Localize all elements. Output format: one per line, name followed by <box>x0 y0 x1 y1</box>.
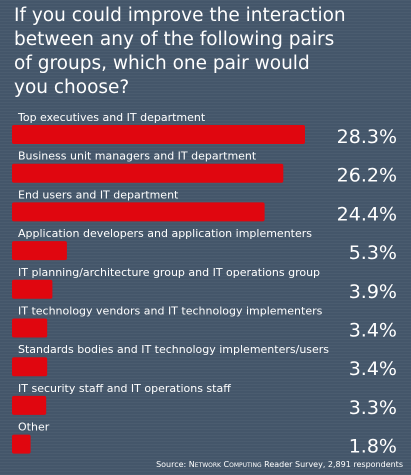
value-label-end-users-and-it-department: 24.4% <box>337 203 397 225</box>
category-label-application-developers-and-application-implementers: Application developers and application i… <box>18 227 312 240</box>
category-label-end-users-and-it-department: End users and IT department <box>18 188 179 201</box>
value-label-it-security-staff-and-it-operations-staff: 3.3% <box>349 397 397 419</box>
category-label-it-planning-architecture-group-and-it-operations-group: IT planning/architecture group and IT op… <box>18 266 320 279</box>
chart-title-line-1: If you could improve the interaction <box>14 5 346 26</box>
source-note: Source: Network Computing Reader Survey,… <box>156 460 403 469</box>
category-label-business-unit-managers-and-it-department: Business unit managers and IT department <box>18 150 257 163</box>
bar-standards-bodies-and-it-technology-implementers-users <box>12 357 48 377</box>
category-label-it-technology-vendors-and-it-technology-implementers: IT technology vendors and IT technology … <box>18 305 323 318</box>
value-label-business-unit-managers-and-it-department: 26.2% <box>337 165 397 187</box>
value-label-it-technology-vendors-and-it-technology-implementers: 3.4% <box>349 320 397 342</box>
bar-top-executives-and-it-department <box>12 125 305 144</box>
bar-it-technology-vendors-and-it-technology-implementers <box>12 318 48 338</box>
value-label-it-planning-architecture-group-and-it-operations-group: 3.9% <box>349 281 397 303</box>
value-label-application-developers-and-application-implementers: 5.3% <box>349 242 397 264</box>
chart-title-line-4: you choose? <box>14 77 130 98</box>
source-suffix: Reader Survey, 2,891 respondents <box>261 460 403 469</box>
chart-title-line-3: of groups, which one pair would <box>14 53 310 74</box>
source-publication: Network Computing <box>188 460 262 469</box>
value-label-other: 1.8% <box>349 436 397 458</box>
bar-it-planning-architecture-group-and-it-operations-group <box>12 279 53 299</box>
bar-other <box>12 434 31 454</box>
bar-end-users-and-it-department <box>12 202 265 222</box>
chart-title-line-2: between any of the following pairs <box>14 29 335 50</box>
category-label-it-security-staff-and-it-operations-staff: IT security staff and IT operations staf… <box>18 382 231 395</box>
source-prefix: Source: <box>156 460 189 469</box>
bar-it-security-staff-and-it-operations-staff <box>12 395 47 415</box>
category-label-other: Other <box>18 421 50 434</box>
value-label-standards-bodies-and-it-technology-implementers-users: 3.4% <box>349 358 397 380</box>
bar-business-unit-managers-and-it-department <box>12 163 284 183</box>
value-label-top-executives-and-it-department: 28.3% <box>337 126 397 148</box>
category-label-standards-bodies-and-it-technology-implementers-users: Standards bodies and IT technology imple… <box>18 343 329 356</box>
category-label-top-executives-and-it-department: Top executives and IT department <box>17 111 206 124</box>
bar-application-developers-and-application-implementers <box>12 241 67 261</box>
